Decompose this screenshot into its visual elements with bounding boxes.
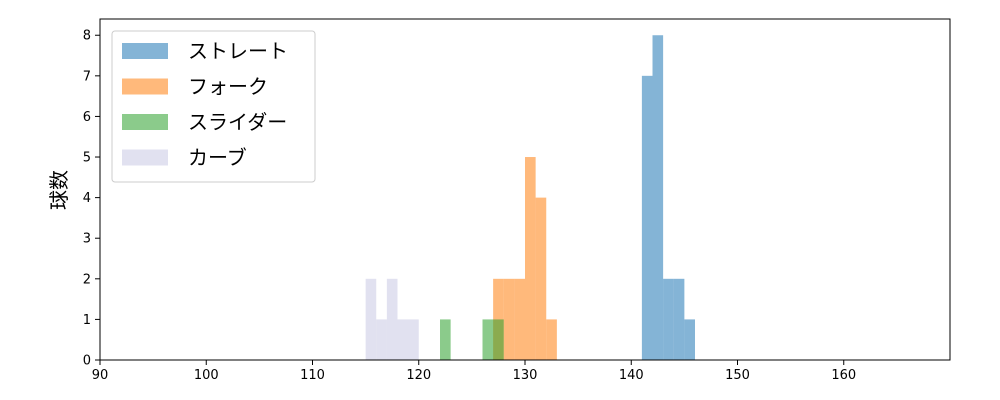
bar-series-3-bin-3 [397, 319, 419, 360]
legend-swatch [122, 78, 168, 95]
bar-series-0-bin-1 [652, 35, 664, 360]
legend-label: ストレート [188, 39, 288, 63]
x-tick-label: 120 [406, 368, 431, 383]
legend-label: スライダー [188, 110, 287, 134]
bar-series-0-bin-2 [663, 278, 674, 360]
bar-series-1-bin-2 [514, 278, 525, 360]
x-tick-label: 130 [513, 368, 538, 383]
bar-series-1-bin-1 [503, 278, 515, 360]
legend-label: フォーク [188, 75, 268, 99]
y-tick-label: 8 [83, 29, 91, 44]
bar-series-1-bin-3 [525, 157, 536, 360]
legend-swatch [122, 114, 168, 130]
x-tick-label: 100 [194, 368, 219, 383]
y-tick-label: 2 [83, 272, 91, 287]
bar-series-1-bin-4 [535, 197, 547, 360]
x-axis: 90 100 110 120 130 140 150 160 [92, 360, 856, 383]
y-axis-label: 球数 [47, 170, 71, 210]
bar-series-2-bin-0 [440, 319, 451, 360]
bar-series-2-bin-1 [482, 319, 504, 360]
y-tick-label: 5 [83, 151, 91, 166]
x-tick-label: 150 [725, 368, 750, 383]
x-tick-label: 140 [619, 368, 644, 383]
bar-series-3-bin-1 [376, 319, 387, 360]
x-tick-label: 90 [92, 368, 109, 383]
bar-series-1-bin-5 [546, 319, 557, 360]
legend-swatch [122, 43, 168, 59]
bar-series-0-bin-3 [673, 278, 685, 360]
y-axis: 0 1 2 3 4 5 6 7 8 [83, 29, 100, 369]
y-tick-label: 0 [83, 354, 91, 369]
y-tick-label: 4 [83, 191, 91, 206]
y-tick-label: 3 [83, 232, 91, 247]
y-tick-label: 7 [83, 69, 91, 84]
bar-series-3-bin-0 [365, 278, 377, 360]
x-tick-label: 160 [831, 368, 856, 383]
bar-series-0-bin-0 [641, 75, 653, 360]
legend-label: カーブ [188, 146, 247, 170]
y-tick-label: 1 [83, 313, 91, 328]
legend-box [111, 30, 316, 183]
legend-swatch [122, 149, 168, 166]
x-tick-label: 110 [300, 368, 325, 383]
y-tick-label: 6 [83, 110, 91, 125]
bar-series-0-bin-4 [684, 319, 695, 360]
bar-series-3-bin-2 [386, 278, 398, 360]
bars-layer [365, 35, 695, 360]
